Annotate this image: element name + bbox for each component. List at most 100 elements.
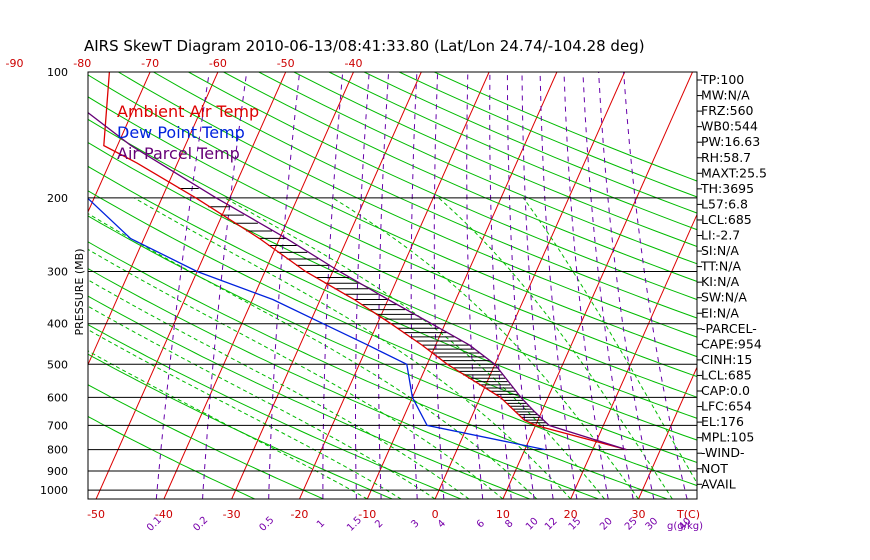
index-label: LFC:654 xyxy=(701,399,752,414)
mixing-ratio-tick-label: 6 xyxy=(475,518,487,530)
dry-adiabat-line xyxy=(88,384,324,499)
index-label: EL:176 xyxy=(701,414,744,429)
isotherm-line xyxy=(0,72,15,499)
moist-adiabat-line xyxy=(88,329,402,499)
bottom-tick-label: -50 xyxy=(87,508,105,521)
index-label: TP:100 xyxy=(700,72,744,87)
cape-hatching xyxy=(178,188,547,424)
index-label: WB0:544 xyxy=(701,119,758,134)
index-label: PW:16.63 xyxy=(701,134,760,149)
pressure-tick-label: 1000 xyxy=(40,484,68,497)
index-label: LCL:685 xyxy=(701,212,752,227)
bottom-temperature-ticks: -50 -40 -30 -20 -10 0 10 20 30 xyxy=(87,508,645,521)
top-tick-label: -80 xyxy=(73,57,91,70)
dry-adiabat-line xyxy=(88,324,462,499)
dry-adiabat-line xyxy=(398,72,697,198)
pressure-tick-label: 800 xyxy=(47,444,68,457)
mixing-ratio-tick-label: 10 xyxy=(524,516,541,533)
moist-adiabat-line xyxy=(332,197,639,499)
pressure-tick-label: 400 xyxy=(47,318,68,331)
isotherm-line xyxy=(231,72,422,499)
ambient-temp-line xyxy=(103,72,627,451)
dry-adiabat-line xyxy=(88,241,668,499)
legend-ambient-air-temp: Ambient Air Temp xyxy=(117,102,259,121)
isotherm-line xyxy=(163,72,354,499)
mixing-ratio-tick-label: 1 xyxy=(315,518,327,530)
bottom-tick-label: -30 xyxy=(223,508,241,521)
dry-adiabat-line xyxy=(258,72,697,265)
dry-adiabat-lines xyxy=(88,72,697,499)
bottom-tick-label: 10 xyxy=(496,508,510,521)
dry-adiabat-line xyxy=(88,190,697,464)
isotherm-line xyxy=(638,366,697,499)
parcel-temp-line xyxy=(88,111,627,451)
index-label: AVAIL xyxy=(701,476,736,491)
index-label: CINH:15 xyxy=(701,352,752,367)
index-label: MW:N/A xyxy=(701,88,750,103)
legend-air-parcel-temp: Air Parcel Temp xyxy=(117,144,240,163)
stability-indices: TP:100MW:N/AFRZ:560WB0:544PW:16.63RH:58.… xyxy=(697,72,767,491)
isotherm-line xyxy=(88,72,219,366)
mixing-ratio-line xyxy=(563,72,609,499)
top-tick-label: -40 xyxy=(345,57,363,70)
mixing-ratio-tick-label: 2 xyxy=(373,518,385,530)
chart-title: AIRS SkewT Diagram 2010-06-13/08:41:33.8… xyxy=(84,37,645,55)
mixing-ratio-line xyxy=(539,72,578,499)
bottom-tick-label: 30 xyxy=(631,508,645,521)
index-label: LCL:685 xyxy=(701,367,752,382)
isotherm-line xyxy=(95,72,287,499)
plot-frame xyxy=(87,71,698,500)
dry-adiabat-line xyxy=(88,74,697,358)
pressure-tick-label: 500 xyxy=(47,358,68,371)
index-label: NOT xyxy=(701,461,728,476)
mixing-ratio-tick-label: 0.2 xyxy=(191,515,210,534)
pressure-tick-label: 600 xyxy=(47,391,68,404)
mixing-ratio-tick-label: 3 xyxy=(409,518,421,530)
dry-adiabat-line xyxy=(293,72,697,248)
bottom-tick-label: 20 xyxy=(564,508,578,521)
top-tick-label: -70 xyxy=(141,57,159,70)
isotherm-line xyxy=(299,72,490,499)
dry-adiabat-line xyxy=(88,141,697,419)
index-label: SI:N/A xyxy=(701,243,739,258)
mixing-ratio-tick-label: 12 xyxy=(543,516,560,533)
index-label: -WIND- xyxy=(701,445,745,460)
bottom-tick-label: -20 xyxy=(290,508,308,521)
mixing-ratio-tick-label: 20 xyxy=(598,516,615,533)
dry-adiabat-line xyxy=(223,72,697,282)
isotherm-line xyxy=(774,72,870,499)
index-label: CAPE:954 xyxy=(701,336,762,351)
dry-adiabat-line xyxy=(88,415,256,499)
mixing-ratio-line xyxy=(355,72,370,499)
index-label: TH:3695 xyxy=(700,181,754,196)
index-label: CAP:0.0 xyxy=(701,383,750,398)
dry-adiabat-line xyxy=(188,72,697,301)
pressure-tick-label: 700 xyxy=(47,419,68,432)
pressure-tick-label: 300 xyxy=(47,266,68,279)
dry-adiabat-line xyxy=(88,215,697,487)
mixing-ratio-line xyxy=(410,72,418,499)
bottom-tick-label: -40 xyxy=(155,508,173,521)
index-label: FRZ:560 xyxy=(701,103,754,118)
mixing-ratio-line xyxy=(598,72,655,499)
isotherm-line xyxy=(88,72,151,214)
mixing-ratio-line xyxy=(623,72,688,499)
mixing-ratio-line xyxy=(433,72,445,499)
top-tick-label: -50 xyxy=(277,57,295,70)
legend-dew-point-temp: Dew Point Temp xyxy=(117,123,245,142)
temperature-unit-label: T(C) xyxy=(676,508,700,521)
mixing-ratio-line xyxy=(521,72,554,499)
top-tick-label: -90 xyxy=(6,57,24,70)
moist-adiabat-line xyxy=(88,305,436,499)
y-axis-label: PRESSURE (MB) xyxy=(73,249,86,336)
legend: Ambient Air Temp Dew Point Temp Air Parc… xyxy=(117,102,259,163)
index-label: RH:58.7 xyxy=(701,150,751,165)
index-label: -PARCEL- xyxy=(701,321,757,336)
bottom-tick-label: -10 xyxy=(358,508,376,521)
isobar-lines xyxy=(88,197,697,491)
dry-adiabat-line xyxy=(153,72,697,319)
top-temperature-ticks: -120-110-100-90-80-70-60-50-40 xyxy=(6,57,363,70)
mixing-ratio-unit-label: g(g/kg) xyxy=(667,521,703,532)
dry-adiabat-line xyxy=(88,165,697,441)
top-tick-label: -60 xyxy=(209,57,227,70)
